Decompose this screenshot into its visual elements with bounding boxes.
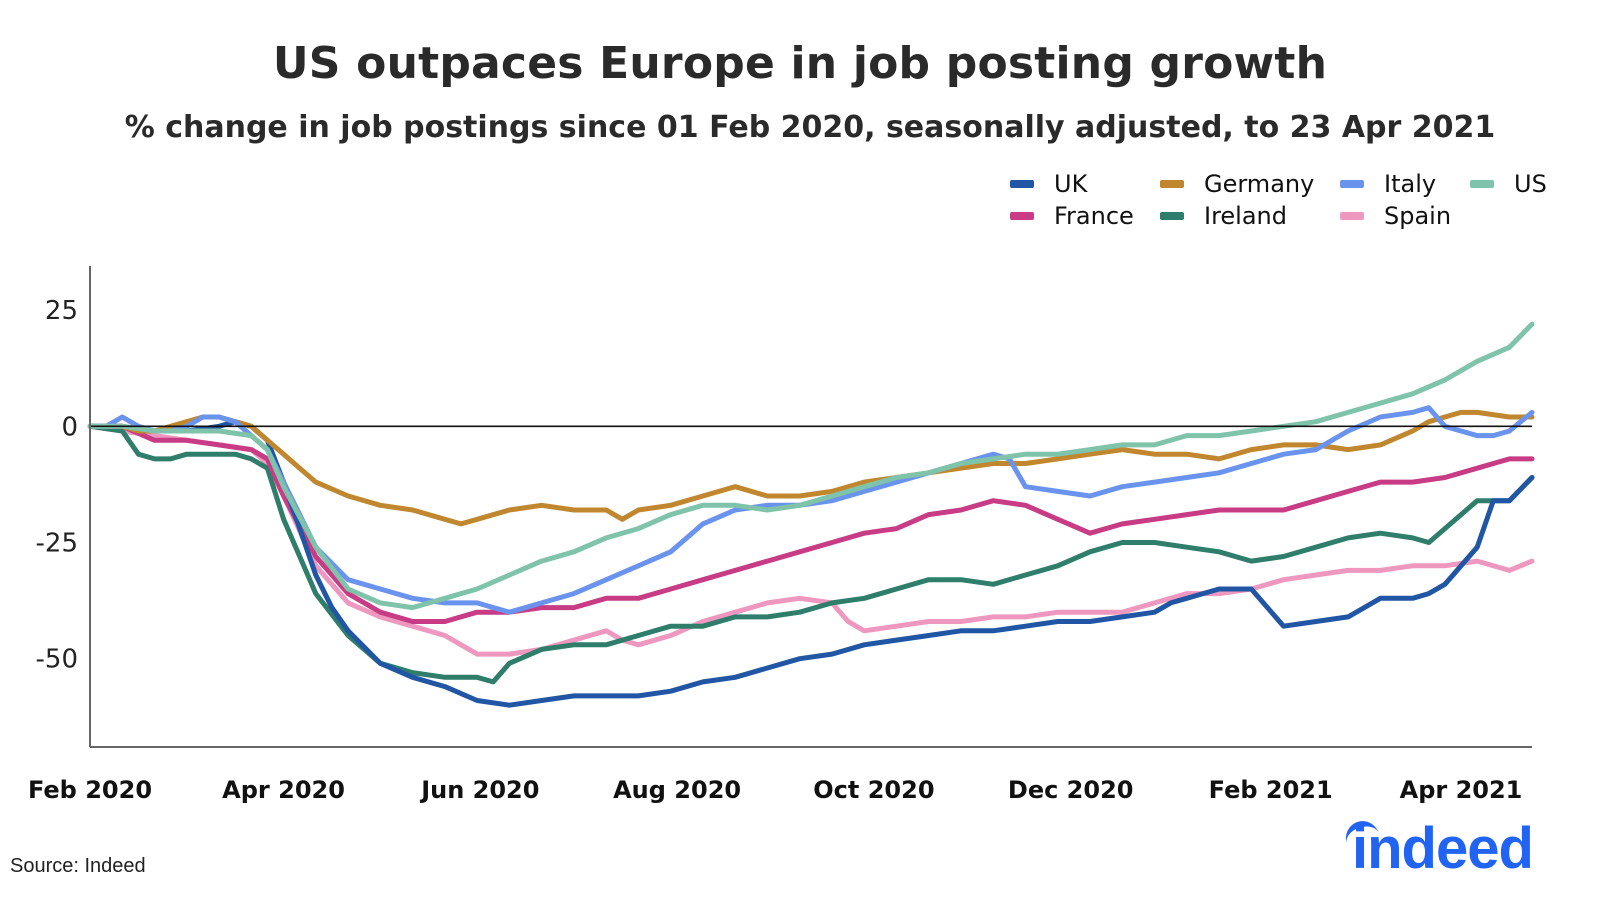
x-tick-label: Oct 2020 <box>813 776 934 804</box>
legend-swatch <box>1160 180 1184 188</box>
y-tick-label: 25 <box>45 296 78 326</box>
series-line-italy <box>87 405 1535 615</box>
x-tick-label: Dec 2020 <box>1008 776 1134 804</box>
x-tick-label: Feb 2021 <box>1209 776 1333 804</box>
legend-item-uk: UK <box>1010 170 1087 198</box>
x-tick-label: Aug 2020 <box>613 776 741 804</box>
x-tick-label: Apr 2021 <box>1400 776 1523 804</box>
legend-label: Germany <box>1204 170 1315 198</box>
source-note: Source: Indeed <box>10 855 146 877</box>
series-line-germany <box>87 409 1535 527</box>
x-tick-label: Apr 2020 <box>222 776 345 804</box>
legend-item-spain: Spain <box>1340 202 1451 230</box>
legend-label: Italy <box>1384 170 1437 198</box>
legend-item-italy: Italy <box>1340 170 1436 198</box>
indeed-logo: indeed <box>1352 816 1534 881</box>
legend-label: UK <box>1054 170 1088 198</box>
legend-label: France <box>1054 202 1134 230</box>
y-tick-label: -25 <box>36 529 78 559</box>
legend-swatch <box>1010 212 1034 220</box>
legend-swatch <box>1340 180 1364 188</box>
series-line-ireland <box>87 423 1535 685</box>
legend-item-germany: Germany <box>1160 170 1314 198</box>
legend-swatch <box>1470 180 1494 188</box>
legend-item-us: US <box>1470 170 1547 198</box>
legend-item-france: France <box>1010 202 1134 230</box>
legend-label: US <box>1514 170 1547 198</box>
legend-swatch <box>1160 212 1184 220</box>
legend-label: Spain <box>1384 202 1452 230</box>
legend-swatch <box>1340 212 1364 220</box>
legend-swatch <box>1010 180 1034 188</box>
chart-subtitle: % change in job postings since 01 Feb 20… <box>124 110 1496 145</box>
x-tick-label: Feb 2020 <box>28 776 152 804</box>
legend: UK France Germany Ireland Italy Spain US <box>1010 170 1590 240</box>
series-line-us <box>87 321 1535 611</box>
y-tick-label: 0 <box>61 412 78 442</box>
series-line-france <box>87 423 1535 624</box>
series-line-uk <box>87 419 1535 708</box>
chart-title: US outpaces Europe in job posting growth <box>272 38 1328 89</box>
legend-label: Ireland <box>1204 202 1288 230</box>
x-tick-label: Jun 2020 <box>419 776 539 804</box>
legend-item-ireland: Ireland <box>1160 202 1287 230</box>
y-tick-label: -50 <box>36 645 78 675</box>
series-line-spain <box>87 423 1535 657</box>
